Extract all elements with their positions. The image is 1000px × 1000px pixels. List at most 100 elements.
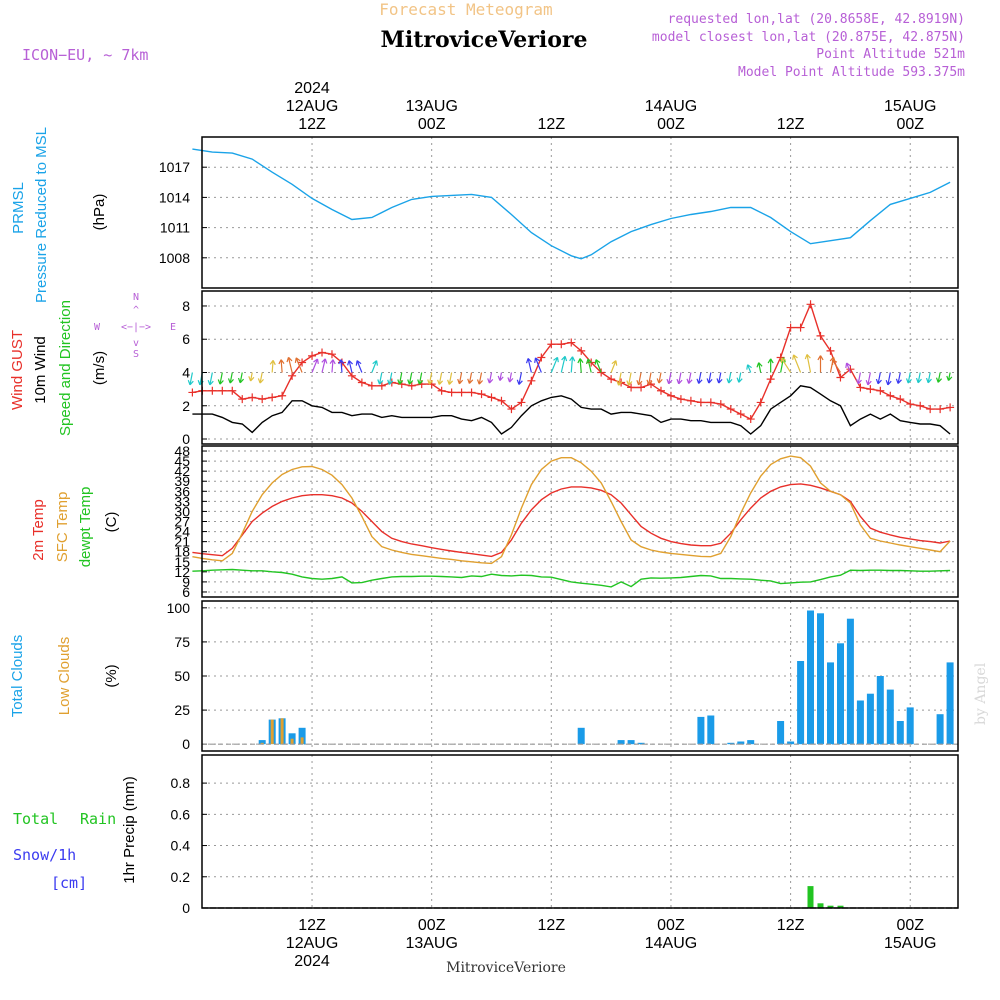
clouds-bar-total-clouds [936, 714, 944, 745]
gust-point [726, 405, 735, 414]
clouds-bar-total-clouds [258, 740, 266, 745]
gust-point [746, 415, 755, 424]
clouds-bar-total-clouds [856, 700, 864, 745]
clouds-bar-total-clouds [627, 740, 635, 745]
gust-point [228, 386, 237, 395]
bottom-time-label: 00Z [418, 917, 446, 934]
wind-arrow [865, 372, 872, 386]
gust-point [437, 386, 446, 395]
clouds-bar-low-clouds [280, 718, 284, 745]
snow-label: Snow/1h [13, 846, 76, 864]
wind-arrow [534, 357, 542, 373]
wind-arrow [626, 372, 633, 386]
clouds-bar-total-clouds [886, 689, 894, 745]
wind-arrow [646, 372, 653, 385]
clouds-bar-total-clouds [827, 662, 834, 745]
clouds-bar-total-clouds [896, 721, 904, 745]
wind-arrow [347, 360, 354, 373]
temperature-ytick-label: 6 [182, 584, 190, 600]
precip-bar-rain [837, 905, 844, 908]
clouds-bar-total-clouds [707, 715, 715, 745]
compass-s: S [133, 349, 139, 360]
clouds-bar-total-clouds [747, 740, 755, 745]
wind-arrow [269, 359, 276, 373]
wind-speed-dir-label: Speed and Direction [57, 300, 74, 436]
pressure-label-prmsl: PRMSL [10, 182, 27, 234]
pressure-ytick-label: 1008 [159, 250, 190, 266]
gust-point [666, 391, 675, 400]
precip-bar-rain [807, 886, 814, 908]
clouds-bar-total-clouds [817, 613, 824, 745]
temperature-ytick-label: 45 [174, 453, 190, 469]
wind-arrow [516, 372, 523, 385]
pressure-frame [201, 136, 959, 289]
temperature-ytick-label: 18 [174, 544, 190, 560]
clouds-bar-total-clouds [906, 707, 914, 745]
top-time-label: 12Z [777, 116, 805, 133]
requested-coords: requested lon,lat (20.8658E, 42.8919N) [668, 12, 965, 27]
clouds-bar-total-clouds [617, 740, 625, 745]
top-time-label: 13AUG [405, 98, 457, 115]
gust-point [268, 393, 277, 402]
wind-arrow [207, 372, 214, 386]
clouds-bar-total-clouds [797, 661, 805, 745]
gust-point [946, 403, 955, 412]
clouds-bar-total-clouds [298, 727, 306, 745]
temperature-ytick-label: 33 [174, 493, 190, 509]
wind-arrow [585, 358, 592, 373]
gust-point [517, 398, 526, 407]
wind-arrow [616, 372, 623, 386]
total-clouds-label: Total Clouds [9, 635, 26, 718]
low-clouds-label: Low Clouds [56, 637, 73, 715]
gust-point [906, 400, 915, 409]
gust-point [816, 331, 825, 340]
gust-point [766, 375, 775, 384]
wind-gust-label: Wind GUST [9, 330, 26, 410]
compass-n-arrow: ^ [133, 305, 139, 316]
wind-arrow [716, 372, 723, 384]
gust-point [218, 386, 227, 395]
gust-point [607, 375, 616, 384]
wind-arrow [666, 372, 673, 385]
wind-arrow [437, 372, 444, 385]
wind-arrow [377, 372, 384, 385]
wind-arrow [736, 372, 743, 383]
model-name: ICON−EU, ~ 7km [22, 46, 148, 64]
clouds-frame [201, 600, 959, 752]
wind-arrow [569, 356, 576, 373]
wind-ytick-label: 8 [182, 298, 190, 314]
temperature-ytick-label: 15 [174, 554, 190, 570]
gust-point [706, 398, 715, 407]
wind-arrow [227, 372, 234, 384]
wind-arrow [577, 358, 584, 373]
clouds-bar-low-clouds [260, 742, 264, 745]
wind-arrow [831, 359, 841, 373]
snow-unit: [cm] [51, 874, 87, 892]
top-time-label: 00Z [418, 116, 446, 133]
gust-point [377, 381, 386, 390]
gust-point [676, 395, 685, 404]
point-altitude: Point Altitude 521m [816, 47, 965, 62]
wind-arrow [560, 355, 568, 373]
gust-point [896, 395, 905, 404]
plot-area: 1008101110141017024686912151821242730333… [159, 80, 959, 970]
gust-point [208, 386, 217, 395]
bottom-time-label: 12Z [777, 917, 805, 934]
wind-arrow [636, 372, 643, 386]
bottom-time-label: 15AUG [884, 935, 936, 952]
gust-point [467, 388, 476, 397]
footer-location: MitroviceVeriore [446, 960, 566, 976]
clouds-bar-total-clouds [777, 721, 785, 745]
wind-frame [201, 290, 959, 445]
temperature-line-dewpt-temp [192, 568, 951, 588]
precip-panel: 0 0.2 0.4 0.6 0.8 [171, 754, 959, 916]
gust-point [367, 381, 376, 390]
precip-ytick-label: 0.6 [171, 806, 191, 822]
wind-arrow [946, 372, 953, 382]
gust-point [826, 346, 835, 355]
precip-ytick-label: 0.2 [171, 869, 191, 885]
wind-arrow [397, 372, 404, 385]
wind-arrow [726, 372, 733, 384]
